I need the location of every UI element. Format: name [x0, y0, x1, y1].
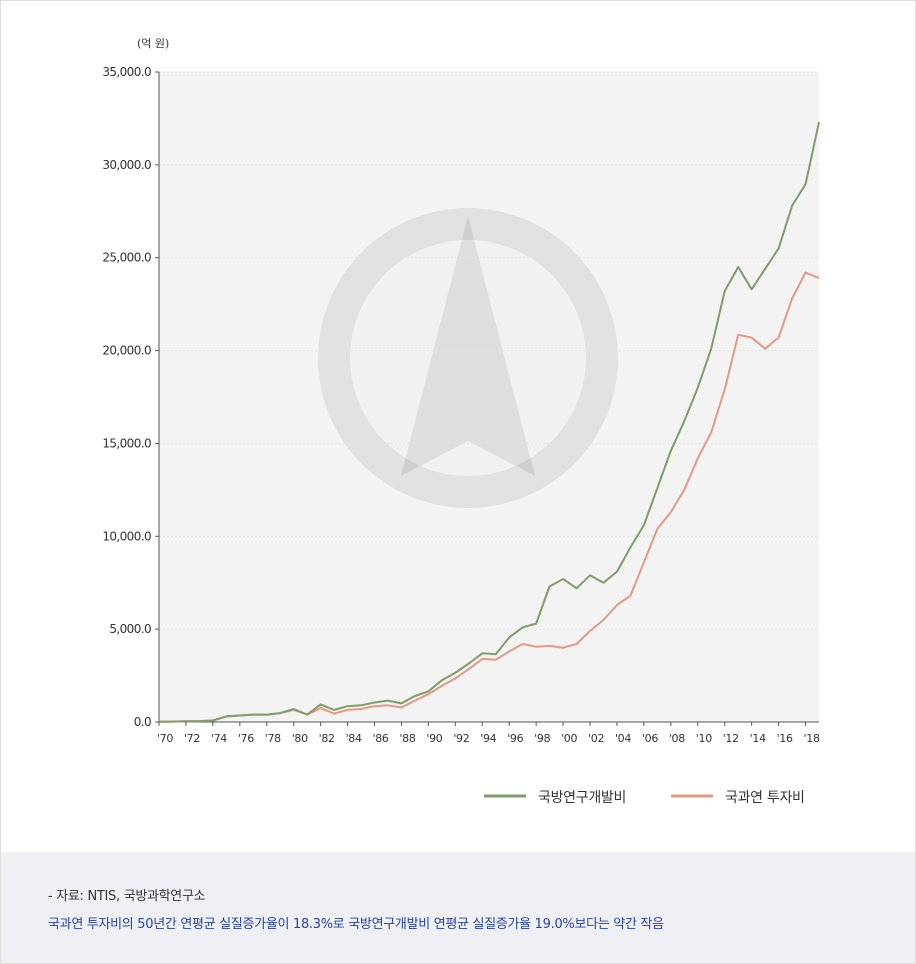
x-tick-label: '10	[696, 732, 712, 745]
y-tick-label: 5,000.0	[109, 622, 151, 636]
y-tick-label: 20,000.0	[102, 344, 151, 358]
watermark-emblem-inner	[350, 240, 586, 476]
source-note: - 자료: NTIS, 국방과학연구소	[48, 889, 206, 904]
x-tick-label: '80	[292, 732, 308, 745]
x-tick-label: '06	[642, 732, 658, 745]
x-tick-label: '84	[346, 732, 362, 745]
x-tick-label: '08	[669, 732, 685, 745]
unit-label: (억 원)	[137, 37, 169, 50]
x-tick-label: '18	[804, 732, 820, 745]
footer-panel: - 자료: NTIS, 국방과학연구소 국과연 투자비의 50년간 연평균 실질…	[1, 852, 915, 963]
y-tick-label: 10,000.0	[102, 529, 151, 543]
x-tick-label: '88	[399, 732, 415, 745]
series-lines	[158, 121, 820, 723]
legend-label-defense-rnd: 국방연구개발비	[538, 790, 626, 806]
x-tick-label: '92	[453, 732, 469, 745]
x-tick-label: '76	[238, 732, 254, 745]
x-tick-label: '96	[507, 732, 523, 745]
x-tick-label: '94	[480, 732, 496, 745]
x-tick-label: '98	[534, 732, 550, 745]
grid-lines	[159, 71, 819, 630]
x-tick-label: '78	[265, 732, 281, 745]
legend-label-add-investment: 국과연 투자비	[725, 790, 805, 806]
y-tick-label: 15,000.0	[102, 436, 151, 450]
x-tick-label: '00	[561, 732, 577, 745]
x-axis-ticks: '70 '72 '74 '76 '78 '80 '82 '84 '86 '88 '90 '92 '94 '…	[157, 722, 820, 745]
x-tick-label: '86	[373, 732, 389, 745]
y-tick-label: 30,000.0	[102, 158, 151, 172]
x-tick-label: '70	[157, 732, 173, 745]
watermark-needle	[401, 216, 535, 476]
y-tick-label: 25,000.0	[102, 251, 151, 265]
x-tick-label: '16	[777, 732, 793, 745]
y-tick-label: 0.0	[134, 715, 151, 729]
axes	[158, 72, 819, 723]
x-tick-label: '02	[588, 732, 604, 745]
legend: 국방연구개발비 국과연 투자비	[484, 790, 805, 806]
x-tick-label: '04	[615, 732, 631, 745]
x-tick-label: '74	[211, 732, 227, 745]
x-tick-label: '12	[723, 732, 739, 745]
x-tick-label: '72	[184, 732, 200, 745]
line-chart: 0.0 5,000.0 10,000.0 15,000.0 20,000.0 25,000…	[102, 37, 820, 806]
series-line-defense-rnd	[158, 121, 820, 723]
x-tick-label: '90	[426, 732, 442, 745]
y-tick-label: 35,000.0	[102, 65, 151, 79]
x-tick-label: '14	[750, 732, 766, 745]
y-axis-ticks: 0.0 5,000.0 10,000.0 15,000.0 20,000.0 25,000…	[102, 65, 159, 729]
x-tick-label: '82	[319, 732, 335, 745]
summary-note: 국과연 투자비의 50년간 연평균 실질증가율이 18.3%로 국방연구개발비 …	[48, 917, 664, 932]
